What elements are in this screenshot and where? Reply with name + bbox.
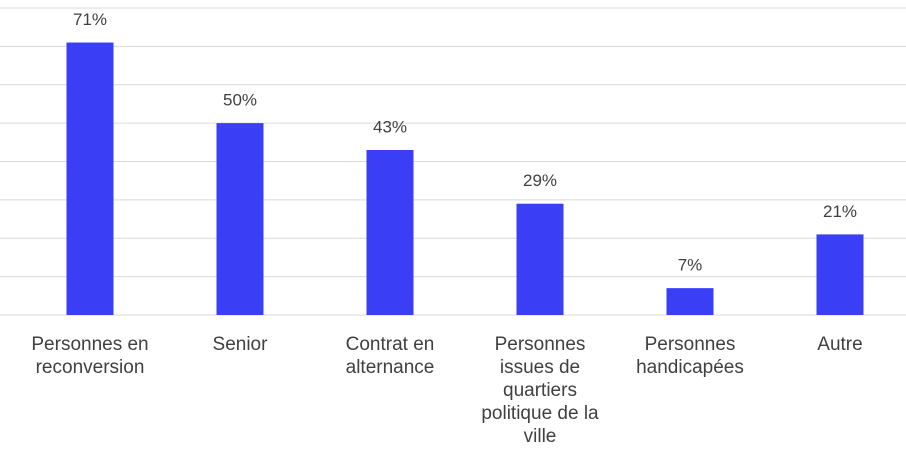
data-label: 21% — [823, 202, 857, 221]
data-label: 29% — [523, 171, 557, 190]
x-tick-label: Personnes issues de quartiers politique … — [481, 334, 599, 447]
data-label: 7% — [678, 256, 703, 275]
bar — [666, 288, 714, 315]
data-label: 71% — [73, 10, 107, 29]
data-label: 50% — [223, 91, 257, 110]
x-tick-label: Personnes handicapées — [636, 334, 744, 378]
bar — [66, 42, 114, 315]
data-label: 43% — [373, 117, 407, 136]
bar — [216, 123, 264, 315]
bar — [516, 203, 564, 315]
x-tick-label: Senior — [212, 334, 268, 355]
x-tick-label: Personnes en reconversion — [31, 334, 149, 378]
bar — [366, 149, 414, 315]
bar — [816, 234, 864, 315]
x-tick-label: Contrat en alternance — [345, 334, 435, 378]
x-tick-label: Autre — [817, 334, 863, 355]
